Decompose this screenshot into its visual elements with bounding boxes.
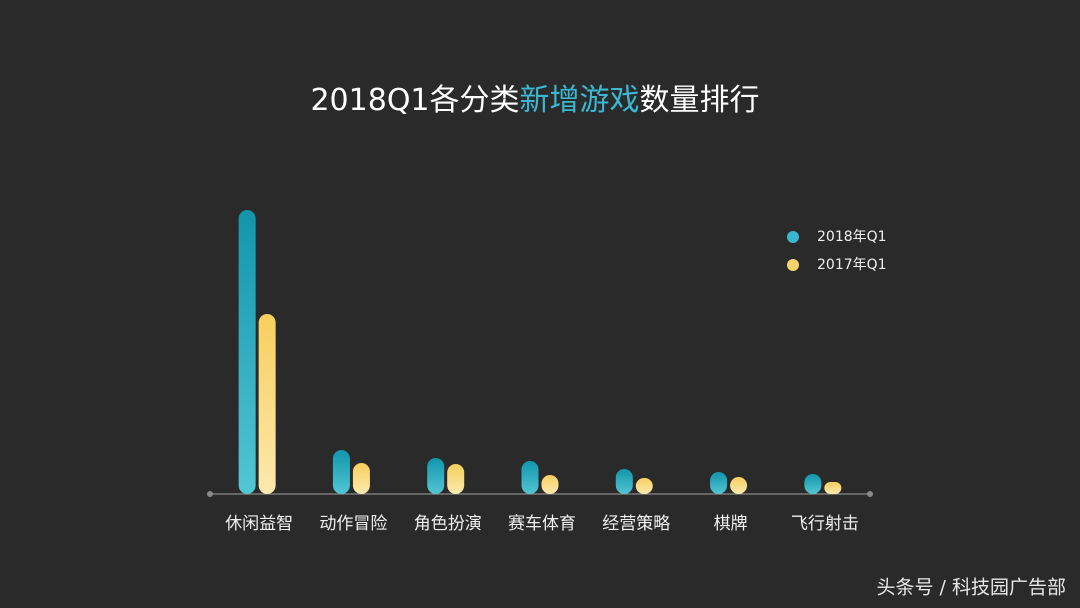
bar xyxy=(635,478,653,494)
bar xyxy=(332,450,350,494)
axis-end xyxy=(867,491,873,497)
title-part: 数量排行 xyxy=(640,83,760,118)
bar xyxy=(541,475,559,494)
bar xyxy=(447,464,465,494)
bar xyxy=(710,472,728,494)
bar xyxy=(521,461,539,494)
bar xyxy=(352,463,370,494)
bar xyxy=(824,482,842,494)
x-tick-label: 休闲益智 xyxy=(225,514,293,534)
legend-label: 2017年Q1 xyxy=(817,257,887,273)
x-tick-label: 棋牌 xyxy=(714,514,748,534)
bar xyxy=(427,458,445,494)
x-tick-label: 飞行射击 xyxy=(791,514,859,534)
x-tick-label: 赛车体育 xyxy=(508,513,576,534)
watermark: 头条号 / 科技园广告部 xyxy=(877,577,1066,599)
legend-marker xyxy=(787,259,799,271)
chart-title: 2018Q1各分类新增游戏数量排行 xyxy=(310,83,759,118)
x-tick-label: 角色扮演 xyxy=(414,514,482,534)
title-part: 2018Q1各分类 xyxy=(310,83,519,118)
title-part: 新增游戏 xyxy=(520,83,640,118)
bar xyxy=(258,314,276,494)
legend-label: 2018年Q1 xyxy=(817,229,887,245)
x-tick-label: 经营策略 xyxy=(602,514,670,534)
bar xyxy=(804,474,822,494)
axis-end xyxy=(207,491,213,497)
bar xyxy=(238,210,256,494)
x-tick-label: 动作冒险 xyxy=(319,514,387,534)
legend-marker xyxy=(787,231,799,243)
bar xyxy=(615,469,633,494)
bar xyxy=(730,477,748,494)
